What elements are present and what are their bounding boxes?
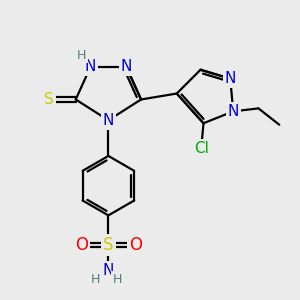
Text: H: H (112, 273, 122, 286)
Text: S: S (44, 92, 54, 107)
Text: N: N (103, 263, 114, 278)
Text: N: N (103, 113, 114, 128)
Text: N: N (121, 59, 132, 74)
Text: N: N (227, 104, 239, 119)
Text: O: O (75, 236, 88, 254)
Text: H: H (90, 273, 100, 286)
Text: O: O (129, 236, 142, 254)
Text: N: N (85, 59, 96, 74)
Text: N: N (225, 71, 236, 86)
Text: S: S (103, 236, 114, 254)
Text: Cl: Cl (195, 141, 209, 156)
Text: H: H (77, 49, 86, 62)
